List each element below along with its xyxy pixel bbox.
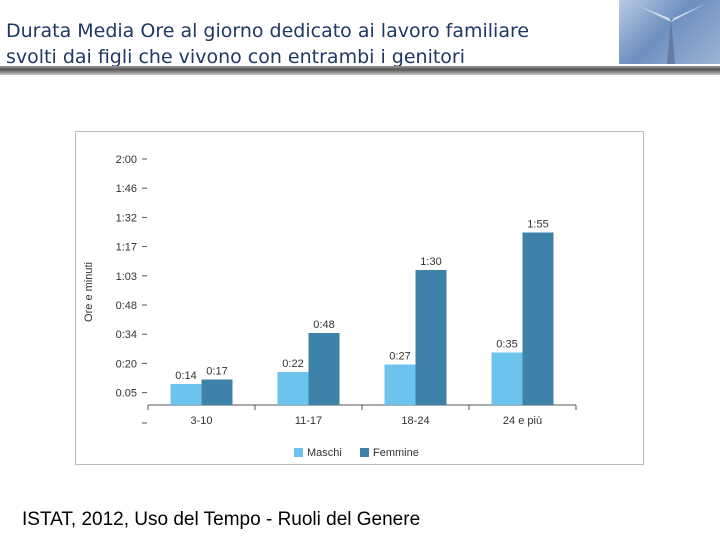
statue-silhouette [639, 4, 705, 64]
title-line-2: svolti dai figli che vivono con entrambi… [6, 46, 466, 68]
corner-photo [619, 0, 720, 64]
data-label: 0:27 [389, 351, 410, 363]
title-line-1: Durata Media Ore al giorno dedicato ai l… [6, 20, 530, 42]
bar-chart: 2:00 1:46 1:32 1:17 1:03 0:48 0:34 0:20 0.05 Ore … [83, 154, 577, 459]
bar-femmine [201, 379, 233, 405]
bar-femmine [415, 270, 447, 405]
bar-femmine [522, 232, 554, 405]
x-tick-label: 18-24 [401, 415, 429, 427]
chart-frame: 2:00 1:46 1:32 1:17 1:03 0:48 0:34 0:20 0.05 Ore … [75, 131, 644, 465]
bar-maschi [491, 352, 523, 405]
bar-femmine [308, 333, 340, 405]
bar-maschi [384, 364, 416, 405]
bar-maschi [277, 372, 309, 405]
data-label: 1:30 [420, 256, 441, 268]
legend-swatch [360, 448, 369, 457]
x-tick-label: 24 e più [503, 415, 542, 427]
y-tick-label: 1:46 [116, 183, 137, 195]
data-label: 0:48 [313, 319, 334, 331]
y-tick-label: 0.05 [116, 388, 137, 400]
y-axis-title: Ore e minuti [83, 262, 95, 322]
data-label: 0:35 [496, 339, 517, 351]
x-tick-label: 3-10 [190, 415, 212, 427]
data-label: 0:14 [175, 370, 196, 382]
source-note: ISTAT, 2012, Uso del Tempo - Ruoli del G… [22, 509, 421, 530]
legend-swatch [294, 448, 303, 457]
y-tick-label: 1:03 [116, 271, 137, 283]
y-tick-label: 1:17 [116, 242, 137, 254]
y-tick-label: 1:32 [116, 212, 137, 224]
y-tick-label: 0:34 [116, 329, 137, 341]
slide-title: Durata Media Ore al giorno dedicato ai l… [6, 18, 606, 70]
title-divider [0, 66, 720, 75]
legend-label: Maschi [307, 447, 342, 459]
legend-label: Femmine [373, 447, 419, 459]
y-tick-label: 0:48 [116, 300, 137, 312]
data-label: 0:22 [282, 358, 303, 370]
data-label: 1:55 [527, 219, 548, 231]
y-tick-label: 0:20 [116, 358, 137, 370]
bar-maschi [170, 384, 202, 405]
data-label: 0:17 [206, 366, 227, 378]
y-tick-label: 2:00 [116, 154, 137, 166]
x-tick-label: 11-17 [295, 415, 322, 427]
